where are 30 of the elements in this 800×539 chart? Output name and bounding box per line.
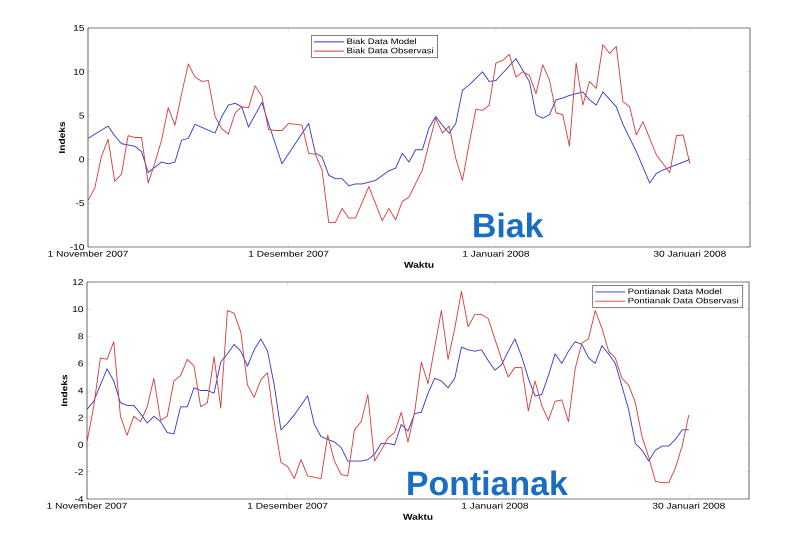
y-tick-label: 6 [78, 360, 84, 366]
x-tick-label: 1 November 2007 [47, 502, 127, 509]
y-tick-label: 15 [74, 25, 84, 31]
y-tick-label: -10 [70, 244, 84, 250]
y-tick-label: 0 [78, 442, 84, 448]
x-tick-label: 1 Januari 2008 [462, 502, 528, 509]
x-tick-label: 30 Januari 2008 [654, 250, 726, 257]
y-tick-label: 10 [74, 68, 84, 75]
x-axis-title: Waktu [404, 262, 434, 268]
x-tick-label: 1 Desember 2007 [249, 250, 328, 257]
x-tick-label: 1 November 2007 [48, 250, 128, 257]
y-tick-label: -4 [74, 496, 84, 502]
x-tick-label: 1 Januari 2008 [463, 250, 530, 257]
y-tick-label: 0 [79, 156, 84, 162]
x-tick-label: 1 Desember 2007 [248, 502, 328, 509]
y-tick-label: 4 [78, 388, 84, 394]
y-tick-label: -5 [76, 200, 84, 206]
x-axis-title: Waktu [402, 514, 432, 520]
y-tick-label: 12 [72, 279, 83, 285]
y-tick-label: 8 [78, 333, 84, 340]
annotation: Pontianak [408, 470, 568, 496]
y-tick-label: -2 [74, 468, 83, 475]
y-tick-label: 5 [79, 112, 84, 119]
y-axis-title: Indeks [61, 374, 68, 406]
y-tick-label: 2 [78, 414, 83, 421]
y-tick-label: 10 [72, 306, 84, 312]
y-axis-title: Indeks [58, 122, 65, 153]
x-tick-label: 30 Januari 2008 [652, 502, 725, 509]
annotation: Biak [474, 212, 544, 238]
line-series [88, 58, 690, 186]
